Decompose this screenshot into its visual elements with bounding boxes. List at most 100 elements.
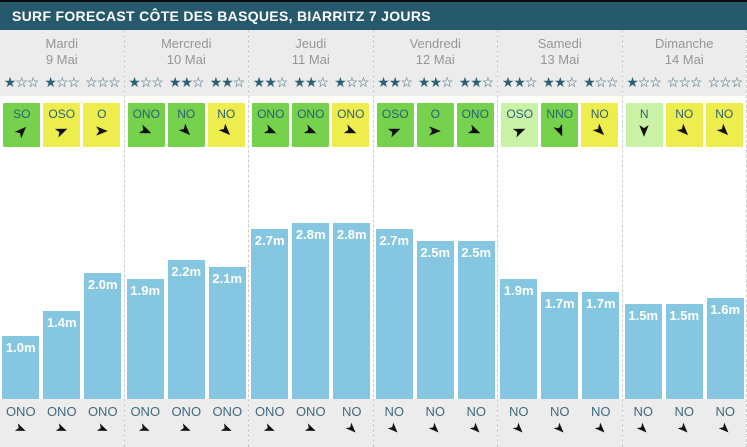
days-row: Mardi 9 Mai ★☆☆ ★☆☆ ☆☆☆ SO OSO O 1.0m <box>0 30 747 447</box>
swell-direction: ONO <box>127 404 164 437</box>
swell-direction-label: ONO <box>46 404 77 419</box>
wind-cells-row: SO OSO O <box>0 96 124 166</box>
wind-cell: OSO <box>43 103 81 147</box>
star-rating: ★☆☆ <box>334 73 370 90</box>
wave-height-value: 2.7m <box>254 233 285 248</box>
swell-arrow-icon <box>345 422 356 433</box>
wind-cell: ONO <box>292 103 330 147</box>
day-name: Dimanche <box>654 36 714 51</box>
wind-arrow-icon <box>218 123 231 135</box>
wave-height-bar: 1.5m <box>665 304 703 399</box>
swell-direction-label: NO <box>715 404 736 419</box>
wind-cell: NO <box>207 103 245 147</box>
star-rating: ★☆☆ <box>3 73 40 90</box>
wind-direction-label: NO <box>675 107 694 121</box>
day-name: Mercredi <box>160 36 212 51</box>
swell-arrow-icon <box>180 423 191 431</box>
wind-cells-row: ONO NO NO <box>124 96 248 166</box>
wave-height-bar: 2.5m <box>457 241 495 399</box>
wave-height-bar: 1.6m <box>706 298 744 399</box>
wave-height-bar: 1.4m <box>43 311 81 399</box>
day-date: 12 Mai <box>415 52 455 67</box>
swell-direction-row: NO NO NO <box>498 399 622 447</box>
wind-direction-label: OSO <box>48 107 76 121</box>
day-header: Samedi 13 Mai <box>498 30 622 68</box>
swell-direction: NO <box>417 404 454 437</box>
star-rating: ★★☆ <box>209 73 246 90</box>
swell-arrow-icon <box>677 422 688 433</box>
day-header: Dimanche 14 Mai <box>622 30 746 68</box>
wind-arrow-icon <box>303 124 317 133</box>
day-column: Dimanche 14 Mai ★☆☆ ☆☆☆ ☆☆☆ N NO NO 1. <box>622 30 747 447</box>
swell-direction: ONO <box>2 404 39 437</box>
wave-height-value: 1.7m <box>585 296 616 311</box>
day-column: Samedi 13 Mai ★★☆ ★★☆ ★☆☆ OSO NNO NO 1 <box>498 30 623 447</box>
wind-arrow-icon <box>178 123 191 135</box>
wind-cells-row: N NO NO <box>622 96 746 166</box>
swell-direction-row: ONO ONO ONO <box>0 399 124 447</box>
wind-direction-label: ONO <box>337 107 365 121</box>
star-rating: ☆☆☆ <box>85 73 121 90</box>
swell-arrow-icon <box>304 423 316 431</box>
wind-arrow-icon <box>54 128 68 138</box>
wind-arrow-icon <box>263 124 277 133</box>
star-rating: ★★☆ <box>501 73 538 90</box>
wind-direction-label: O <box>430 107 440 121</box>
star-rating: ★☆☆ <box>128 73 164 90</box>
page-title: SURF FORECAST CÔTE DES BASQUES, BIARRITZ… <box>0 2 747 30</box>
swell-direction-label: ONO <box>171 404 202 419</box>
wind-cell: NNO <box>541 103 579 147</box>
day-name: Mardi <box>45 36 78 51</box>
swell-direction-label: NO <box>466 404 487 419</box>
wave-height-bar: 2.1m <box>208 267 246 399</box>
swell-direction: NO <box>376 404 413 437</box>
wind-cell: NO <box>665 103 703 147</box>
star-rating: ★☆☆ <box>583 73 619 90</box>
wave-height-value: 1.9m <box>130 283 161 298</box>
day-header: Vendredi 12 Mai <box>373 30 497 68</box>
wind-direction-label: ONO <box>297 107 325 121</box>
swell-arrow-icon <box>553 422 564 433</box>
swell-arrow-icon <box>139 423 150 431</box>
wave-height-bar: 2.7m <box>375 229 413 399</box>
swell-arrow-icon <box>718 422 729 433</box>
wave-height-value: 1.6m <box>710 302 741 317</box>
wave-height-bar: 1.9m <box>500 279 538 399</box>
swell-arrow-icon <box>55 423 67 431</box>
star-rating: ☆☆☆ <box>707 73 744 90</box>
wind-direction-label: SO <box>13 107 31 121</box>
swell-direction: NO <box>458 404 495 437</box>
wave-height-bar: 1.7m <box>541 292 579 399</box>
star-rating: ★★☆ <box>417 73 454 90</box>
day-header: Jeudi 11 Mai <box>249 30 373 68</box>
star-rating: ★★☆ <box>458 73 495 90</box>
wave-height-bar: 1.5m <box>624 304 662 399</box>
star-ratings-row: ★☆☆ ★☆☆ ☆☆☆ <box>0 68 124 96</box>
swell-direction-label: NO <box>384 404 405 419</box>
wind-cell: OSO <box>376 103 414 147</box>
wind-direction-label: ONO <box>257 107 285 121</box>
wind-arrow-icon <box>512 128 526 138</box>
day-date: 9 Mai <box>45 52 78 67</box>
wave-height-value: 2.5m <box>461 245 492 260</box>
swell-direction-label: NO <box>591 404 611 419</box>
star-ratings-row: ★★☆ ★★☆ ★☆☆ <box>249 68 373 96</box>
wind-cells-row: OSO O ONO <box>373 96 497 166</box>
star-ratings-row: ★☆☆ ★★☆ ★★☆ <box>124 68 248 96</box>
wave-height-bar: 2.5m <box>416 241 454 399</box>
day-date: 14 Mai <box>664 52 704 67</box>
wave-height-value: 1.4m <box>46 315 77 330</box>
day-column: Vendredi 12 Mai ★★☆ ★★☆ ★★☆ OSO O ONO <box>373 30 498 447</box>
wind-direction-label: NO <box>715 107 734 121</box>
wind-direction-label: ONO <box>132 107 160 121</box>
wind-direction-label: NO <box>590 107 609 121</box>
wind-cell: ONO <box>456 103 494 147</box>
wind-direction-label: NO <box>217 107 236 121</box>
wind-cell: O <box>83 103 121 147</box>
swell-direction: NO <box>625 404 662 437</box>
wind-arrow-icon <box>468 124 481 133</box>
wave-height-bars: 1.9m 2.2m 2.1m <box>124 166 248 399</box>
swell-arrow-icon <box>428 422 439 433</box>
day-name: Samedi <box>537 36 582 51</box>
swell-direction: ONO <box>168 404 205 437</box>
